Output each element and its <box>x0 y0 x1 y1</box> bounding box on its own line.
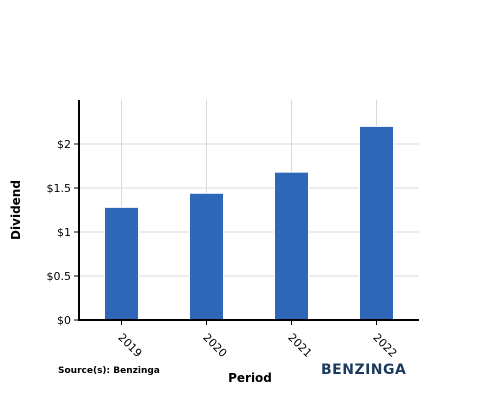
x-axis-title: Period <box>228 371 272 385</box>
bar-2020 <box>189 192 224 321</box>
x-tick-label: 2020 <box>200 331 229 360</box>
y-ticks: $0 $0.5 $1 $1.5 $2 <box>47 138 79 327</box>
y-tick-label: $2 <box>57 138 71 151</box>
bar-2019 <box>104 206 139 321</box>
bar-2022 <box>359 125 394 321</box>
x-tick-label: 2021 <box>285 331 314 360</box>
y-axis-title: Dividend <box>9 180 23 240</box>
y-tick-label: $1.5 <box>47 182 72 195</box>
bar-2021 <box>274 171 309 321</box>
y-tick-label: $1 <box>57 226 71 239</box>
y-tick-label: $0.5 <box>47 270 72 283</box>
x-ticks: 2019 2020 2021 2022 <box>115 320 399 360</box>
bars <box>104 125 394 321</box>
x-tick-label: 2022 <box>370 331 399 360</box>
x-tick-label: 2019 <box>115 331 144 360</box>
y-tick-label: $0 <box>57 314 71 327</box>
source-note: Source(s): Benzinga <box>58 366 160 376</box>
benzinga-logo: BENZINGA <box>321 362 406 378</box>
axes <box>78 100 419 321</box>
